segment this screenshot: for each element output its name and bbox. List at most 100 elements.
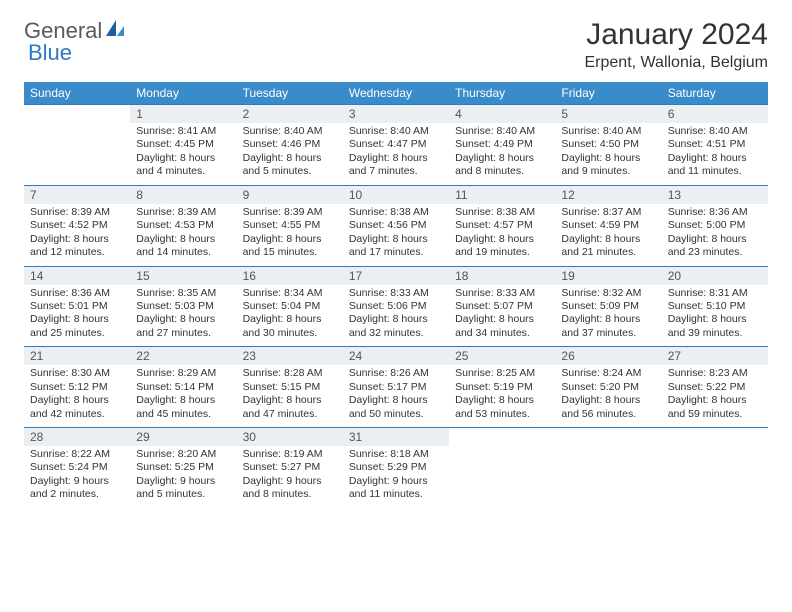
calendar-cell: 31Sunrise: 8:18 AMSunset: 5:29 PMDayligh… [343,428,449,508]
sunset-text: Sunset: 5:14 PM [136,381,230,394]
sunset-text: Sunset: 4:50 PM [561,138,655,151]
calendar-cell: 8Sunrise: 8:39 AMSunset: 4:53 PMDaylight… [130,185,236,266]
sunset-text: Sunset: 5:19 PM [455,381,549,394]
daylight-text: Daylight: 8 hours and 9 minutes. [561,152,655,179]
day-number: 30 [237,428,343,446]
sunset-text: Sunset: 5:27 PM [243,461,337,474]
sunset-text: Sunset: 4:52 PM [30,219,124,232]
day-header: Thursday [449,82,555,105]
sunrise-text: Sunrise: 8:40 AM [668,125,762,138]
day-details: Sunrise: 8:40 AMSunset: 4:47 PMDaylight:… [343,123,449,185]
daylight-text: Daylight: 8 hours and 27 minutes. [136,313,230,340]
sunrise-text: Sunrise: 8:22 AM [30,448,124,461]
day-details: Sunrise: 8:38 AMSunset: 4:57 PMDaylight:… [449,204,555,266]
calendar-cell: 22Sunrise: 8:29 AMSunset: 5:14 PMDayligh… [130,347,236,428]
calendar-cell: 27Sunrise: 8:23 AMSunset: 5:22 PMDayligh… [662,347,768,428]
sunset-text: Sunset: 5:15 PM [243,381,337,394]
calendar-row: 21Sunrise: 8:30 AMSunset: 5:12 PMDayligh… [24,347,768,428]
calendar-cell: 25Sunrise: 8:25 AMSunset: 5:19 PMDayligh… [449,347,555,428]
day-number: 16 [237,267,343,285]
sunrise-text: Sunrise: 8:40 AM [349,125,443,138]
sunset-text: Sunset: 4:57 PM [455,219,549,232]
day-details: Sunrise: 8:33 AMSunset: 5:07 PMDaylight:… [449,285,555,347]
sunset-text: Sunset: 4:51 PM [668,138,762,151]
day-number: 21 [24,347,130,365]
day-number: 18 [449,267,555,285]
sunset-text: Sunset: 5:20 PM [561,381,655,394]
sunset-text: Sunset: 5:25 PM [136,461,230,474]
sunrise-text: Sunrise: 8:36 AM [30,287,124,300]
calendar-table: SundayMondayTuesdayWednesdayThursdayFrid… [24,82,768,508]
sunrise-text: Sunrise: 8:41 AM [136,125,230,138]
day-details: Sunrise: 8:19 AMSunset: 5:27 PMDaylight:… [237,446,343,508]
sunrise-text: Sunrise: 8:33 AM [455,287,549,300]
sunrise-text: Sunrise: 8:20 AM [136,448,230,461]
day-number: 24 [343,347,449,365]
daylight-text: Daylight: 8 hours and 37 minutes. [561,313,655,340]
day-details: Sunrise: 8:33 AMSunset: 5:06 PMDaylight:… [343,285,449,347]
location: Erpent, Wallonia, Belgium [585,54,769,72]
day-number: 15 [130,267,236,285]
day-number: 9 [237,186,343,204]
day-number: 11 [449,186,555,204]
month-title: January 2024 [585,18,769,52]
day-number: 31 [343,428,449,446]
calendar-cell: 19Sunrise: 8:32 AMSunset: 5:09 PMDayligh… [555,266,661,347]
day-details: Sunrise: 8:39 AMSunset: 4:55 PMDaylight:… [237,204,343,266]
sunrise-text: Sunrise: 8:26 AM [349,367,443,380]
sunset-text: Sunset: 4:56 PM [349,219,443,232]
day-details: Sunrise: 8:30 AMSunset: 5:12 PMDaylight:… [24,365,130,427]
day-number: 7 [24,186,130,204]
sunset-text: Sunset: 4:55 PM [243,219,337,232]
sunset-text: Sunset: 5:04 PM [243,300,337,313]
day-number [449,428,555,446]
calendar-body: 1Sunrise: 8:41 AMSunset: 4:45 PMDaylight… [24,105,768,508]
sunrise-text: Sunrise: 8:35 AM [136,287,230,300]
daylight-text: Daylight: 9 hours and 5 minutes. [136,475,230,502]
day-number: 5 [555,105,661,123]
header: General January 2024 Erpent, Wallonia, B… [24,18,768,72]
day-details: Sunrise: 8:29 AMSunset: 5:14 PMDaylight:… [130,365,236,427]
calendar-cell: 16Sunrise: 8:34 AMSunset: 5:04 PMDayligh… [237,266,343,347]
calendar-cell: 26Sunrise: 8:24 AMSunset: 5:20 PMDayligh… [555,347,661,428]
day-number: 2 [237,105,343,123]
day-details: Sunrise: 8:40 AMSunset: 4:49 PMDaylight:… [449,123,555,185]
day-number: 13 [662,186,768,204]
daylight-text: Daylight: 8 hours and 14 minutes. [136,233,230,260]
daylight-text: Daylight: 8 hours and 4 minutes. [136,152,230,179]
calendar-row: 7Sunrise: 8:39 AMSunset: 4:52 PMDaylight… [24,185,768,266]
sunset-text: Sunset: 5:22 PM [668,381,762,394]
daylight-text: Daylight: 8 hours and 19 minutes. [455,233,549,260]
sunrise-text: Sunrise: 8:24 AM [561,367,655,380]
calendar-cell [24,105,130,186]
sunset-text: Sunset: 4:47 PM [349,138,443,151]
day-details: Sunrise: 8:40 AMSunset: 4:50 PMDaylight:… [555,123,661,185]
day-details: Sunrise: 8:39 AMSunset: 4:52 PMDaylight:… [24,204,130,266]
sunset-text: Sunset: 5:29 PM [349,461,443,474]
day-number: 3 [343,105,449,123]
calendar-cell: 28Sunrise: 8:22 AMSunset: 5:24 PMDayligh… [24,428,130,508]
calendar-cell: 30Sunrise: 8:19 AMSunset: 5:27 PMDayligh… [237,428,343,508]
sunrise-text: Sunrise: 8:29 AM [136,367,230,380]
sunset-text: Sunset: 4:46 PM [243,138,337,151]
sunrise-text: Sunrise: 8:30 AM [30,367,124,380]
sunrise-text: Sunrise: 8:36 AM [668,206,762,219]
sunset-text: Sunset: 4:45 PM [136,138,230,151]
daylight-text: Daylight: 8 hours and 15 minutes. [243,233,337,260]
daylight-text: Daylight: 8 hours and 8 minutes. [455,152,549,179]
day-number: 12 [555,186,661,204]
day-details [24,123,130,181]
sunrise-text: Sunrise: 8:25 AM [455,367,549,380]
sunrise-text: Sunrise: 8:23 AM [668,367,762,380]
calendar-cell: 15Sunrise: 8:35 AMSunset: 5:03 PMDayligh… [130,266,236,347]
day-details [555,446,661,504]
day-details: Sunrise: 8:26 AMSunset: 5:17 PMDaylight:… [343,365,449,427]
calendar-cell: 3Sunrise: 8:40 AMSunset: 4:47 PMDaylight… [343,105,449,186]
day-number: 19 [555,267,661,285]
day-details: Sunrise: 8:25 AMSunset: 5:19 PMDaylight:… [449,365,555,427]
sunrise-text: Sunrise: 8:39 AM [30,206,124,219]
sail-icon [104,18,126,44]
day-details: Sunrise: 8:36 AMSunset: 5:00 PMDaylight:… [662,204,768,266]
day-details: Sunrise: 8:24 AMSunset: 5:20 PMDaylight:… [555,365,661,427]
daylight-text: Daylight: 8 hours and 32 minutes. [349,313,443,340]
